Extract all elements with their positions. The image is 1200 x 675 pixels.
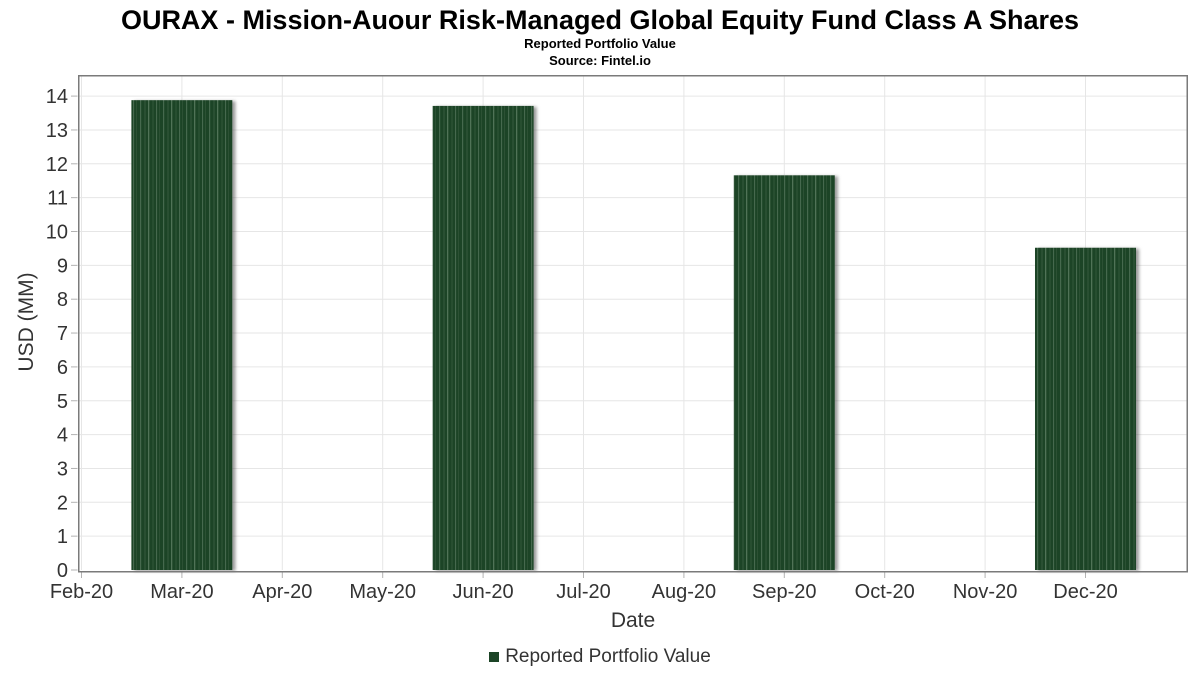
legend-label: Reported Portfolio Value xyxy=(505,646,711,667)
chart-title: OURAX - Mission-Auour Risk-Managed Globa… xyxy=(120,5,1080,35)
y-tick-label: 5 xyxy=(57,391,68,413)
chart-source: Source: Fintel.io xyxy=(549,53,651,68)
x-tick-label: Apr-20 xyxy=(252,581,312,603)
chart-subtitle: Reported Portfolio Value xyxy=(524,36,676,51)
x-tick-label: May-20 xyxy=(349,581,416,603)
x-tick-label: Nov-20 xyxy=(953,581,1017,603)
y-tick-label: 0 xyxy=(57,560,68,582)
y-tick-label: 10 xyxy=(46,222,68,244)
y-tick-label: 13 xyxy=(46,120,68,142)
x-tick-label: Sep-20 xyxy=(752,581,817,603)
legend-item[interactable]: Reported Portfolio Value xyxy=(0,645,1200,669)
y-tick-label: 9 xyxy=(57,255,68,277)
bar-Jun-20[interactable] xyxy=(432,105,534,570)
x-tick-label: Aug-20 xyxy=(652,581,717,603)
bar-Sep-20[interactable] xyxy=(733,175,835,570)
y-tick-label: 1 xyxy=(57,526,68,548)
x-tick-label: Dec-20 xyxy=(1053,581,1117,603)
plot-border xyxy=(78,75,1188,573)
bar-Mar-20[interactable] xyxy=(131,100,233,571)
legend-marker-icon xyxy=(489,652,500,662)
x-tick-label: Oct-20 xyxy=(855,581,915,603)
x-tick-label: Feb-20 xyxy=(50,581,113,603)
x-tick-label: Jun-20 xyxy=(453,581,514,603)
y-tick-label: 14 xyxy=(46,86,68,108)
y-tick-label: 6 xyxy=(57,357,68,379)
x-axis-title: Date xyxy=(610,609,656,632)
y-tick-label: 2 xyxy=(57,492,68,514)
y-tick-label: 7 xyxy=(57,323,68,345)
y-tick-label: 3 xyxy=(57,458,68,480)
y-tick-label: 4 xyxy=(57,425,68,447)
bar-Dec-20[interactable] xyxy=(1035,247,1136,571)
x-tick-label: Jul-20 xyxy=(556,581,610,603)
y-tick-label: 11 xyxy=(47,188,68,210)
x-tick-label: Mar-20 xyxy=(150,581,213,603)
y-tick-label: 12 xyxy=(46,154,68,176)
y-tick-label: 8 xyxy=(57,289,68,311)
